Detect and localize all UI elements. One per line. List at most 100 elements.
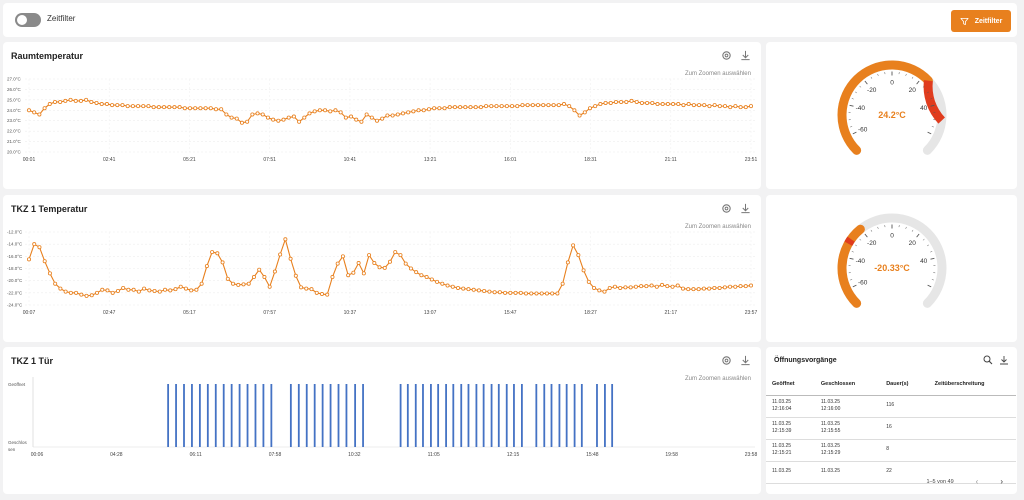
data-point [229, 115, 234, 120]
data-point [536, 103, 541, 108]
data-point [482, 289, 487, 294]
gauge-tick [905, 73, 907, 76]
y-tick-label: 20.0°C [7, 150, 22, 155]
data-point [276, 118, 281, 123]
gauge-tick [852, 284, 857, 288]
column-header-duration[interactable]: Dauer(s) [880, 373, 929, 396]
data-point [317, 108, 322, 113]
gauge-tick [927, 284, 932, 288]
data-point [219, 107, 224, 112]
data-point [213, 107, 218, 112]
download-icon[interactable] [740, 355, 751, 366]
time: 12:15:29 [820, 450, 841, 456]
gauge-tick-label: 0 [890, 80, 894, 87]
data-point [142, 286, 147, 291]
data-point [419, 273, 424, 278]
door-openings-table-card: Öffnungsvorgänge Geöffnet Geschlossen Da… [766, 347, 1017, 494]
door-open-bar [238, 384, 241, 447]
data-point [78, 98, 83, 103]
gauge-value-arc [837, 60, 933, 155]
time: 12:16:04 [772, 406, 792, 412]
tkz1-door-state-chart[interactable]: Geöffnet Geschlos sen 00:06 04:28 06:11 07:58 1… [3, 347, 761, 494]
settings-icon[interactable] [721, 355, 732, 366]
data-point [162, 105, 167, 110]
download-icon[interactable] [740, 50, 751, 61]
data-point [151, 105, 156, 110]
data-point [598, 102, 603, 107]
data-point [608, 100, 613, 105]
search-icon[interactable] [983, 355, 993, 365]
data-point [510, 104, 515, 109]
chevron-left-icon[interactable]: ‹ [975, 477, 979, 486]
x-tick-label: 23:58 [745, 452, 758, 458]
data-point [534, 291, 539, 296]
data-point [633, 284, 638, 289]
series-line [28, 237, 752, 297]
zoom-hint: Zum Zoomen auswählen [684, 71, 751, 77]
column-header-closed[interactable]: Geschlossen [814, 373, 881, 396]
table-row[interactable]: 11.03.25 12:15:21 11.03.25 12:15:29 8 [766, 439, 1016, 462]
time-filter-button[interactable]: Zeitfilter [951, 10, 1011, 32]
door-open-bar [246, 384, 249, 447]
door-open-bar [222, 384, 225, 447]
data-point [281, 117, 286, 122]
filter-bar: Zeitfilter Zeitfilter [3, 3, 1017, 37]
data-point [497, 290, 502, 295]
data-point [141, 104, 146, 109]
y-tick-label: 21.0°C [7, 139, 22, 144]
pagination: 1–5 von 49 ‹ › [926, 477, 1003, 486]
door-open-bar [414, 384, 417, 447]
chevron-right-icon[interactable]: › [1000, 477, 1003, 486]
data-point [188, 106, 193, 111]
data-point [325, 292, 330, 297]
gauge-tick [851, 251, 854, 253]
door-open-bar [262, 384, 265, 447]
y-tick-label: 26.0°C [7, 87, 22, 92]
download-icon[interactable] [999, 355, 1009, 365]
column-header-opened[interactable]: Geöffnet [766, 373, 815, 396]
data-point [473, 105, 478, 110]
data-point [398, 253, 403, 258]
door-open-bar [520, 384, 523, 447]
data-point [581, 268, 586, 273]
table-row[interactable]: 11.03.25 11.03.25 22 [766, 461, 1016, 484]
data-point [52, 99, 57, 104]
time: 12:15:39 [772, 428, 792, 434]
tkz1-temperature-panel: TKZ 1 Temperatur Zum Zoomen auswählen -1… [3, 195, 761, 342]
door-open-bar [460, 384, 463, 447]
data-point [702, 103, 707, 108]
data-point [74, 290, 79, 295]
x-tick-label: 10:32 [348, 452, 361, 458]
column-header-timeout[interactable]: Zeitüberschreitung [928, 373, 1016, 396]
y-tick-label: -14.0°C [7, 242, 23, 247]
download-icon[interactable] [740, 203, 751, 214]
gauge-tick [927, 244, 929, 247]
data-point [503, 290, 508, 295]
gauge-tick [855, 91, 857, 94]
data-point [520, 103, 525, 108]
data-point [104, 102, 109, 107]
door-open-bar [452, 384, 455, 447]
data-point [701, 286, 706, 291]
date: 11.03.25 [820, 420, 840, 427]
gauge-value-label: 24.2°C [878, 110, 906, 120]
gauge-tick [855, 244, 857, 247]
x-tick-label: 10:41 [344, 157, 357, 163]
time-filter-toggle[interactable] [15, 13, 41, 27]
data-point [291, 114, 296, 119]
door-open-bar [505, 384, 508, 447]
data-point [447, 105, 452, 110]
data-point [278, 252, 283, 257]
room-temperature-line-chart[interactable]: 27.0°C 26.0°C 25.0°C 24.0°C 23.0°C 22.0°C 21.0… [3, 42, 761, 189]
tkz1-temperature-line-chart[interactable]: -12.0°C -14.0°C -16.0°C -18.0°C -20.0°C -22.0… [3, 195, 761, 342]
table-title: Öffnungsvorgänge [774, 357, 837, 364]
table-row[interactable]: 11.03.25 12:15:39 11.03.25 12:15:55 16 [766, 417, 1016, 440]
settings-icon[interactable] [721, 50, 732, 61]
settings-icon[interactable] [721, 203, 732, 214]
door-open-bar [573, 384, 576, 447]
room-temperature-panel: Raumtemperatur Zum Zoomen auswählen 27.0… [3, 42, 761, 189]
data-point [288, 256, 293, 261]
data-point [152, 289, 157, 294]
data-point [733, 284, 738, 289]
table-row[interactable]: 11.03.25 12:16:04 11.03.25 12:16:00 116 [766, 395, 1016, 418]
